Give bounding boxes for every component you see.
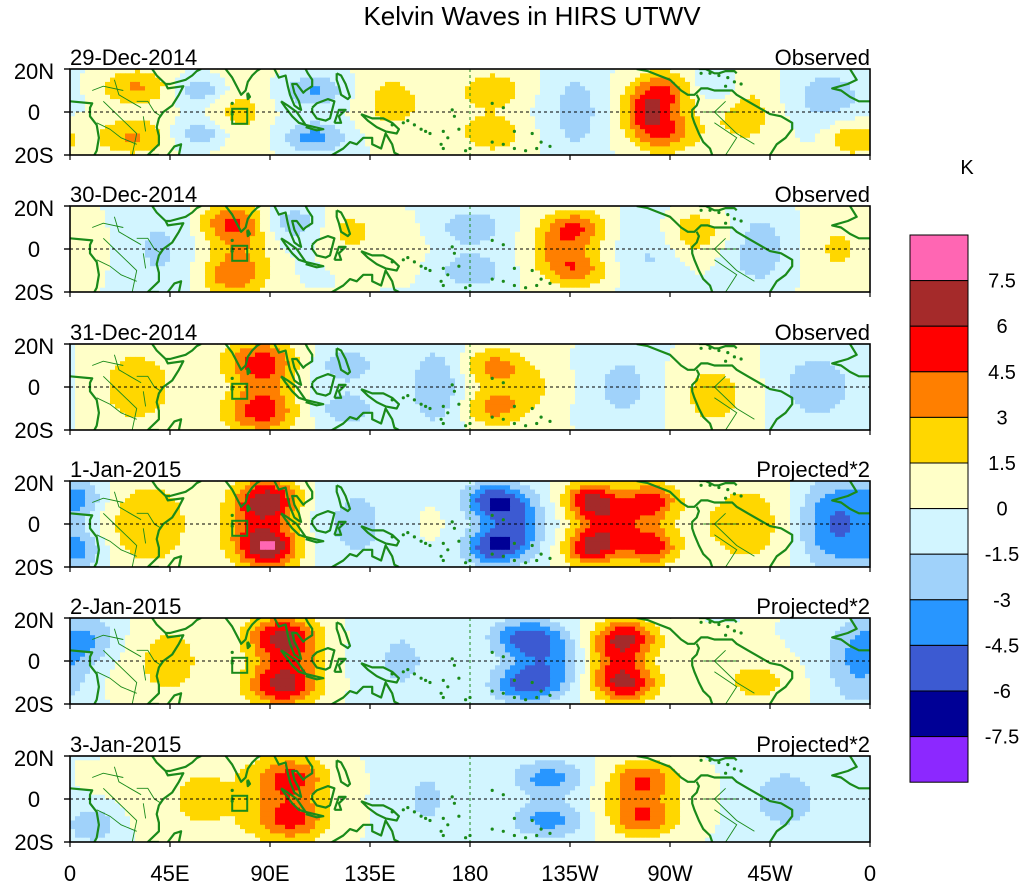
colorbar-swatch: [909, 599, 969, 646]
colorbar-level: -1.5: [985, 544, 1019, 566]
colorbar: K 7.5 6 4.5 3 1.5 0 -1.5 -3 -4.5 -6 -7.5: [909, 157, 1019, 783]
lat-label: 20N: [14, 746, 54, 771]
coastlines: [70, 618, 870, 704]
colorbar-swatch: [909, 644, 969, 692]
colorbar-swatch: [909, 234, 969, 282]
panel-date: 31-Dec-2014: [70, 320, 197, 345]
lat-label: 20S: [14, 692, 53, 717]
colorbar-level: 0: [996, 499, 1007, 521]
panel-5: 2-Jan-2015 Projected*2 20N 0 20S: [14, 594, 871, 717]
lon-label: 90W: [647, 861, 692, 886]
map-area: [64, 755, 871, 847]
lat-label: 20S: [14, 830, 53, 855]
colorbar-level: -4.5: [985, 635, 1019, 657]
colorbar-level: 1.5: [988, 453, 1016, 475]
panel-date: 29-Dec-2014: [70, 45, 197, 70]
lon-label: 45W: [747, 861, 792, 886]
lat-label: 20N: [14, 471, 54, 496]
panel-2: 30-Dec-2014 Observed 20N 0 20S: [14, 182, 871, 305]
panel-kind: Observed: [775, 182, 870, 207]
lon-label: 90E: [250, 861, 289, 886]
panel-kind: Projected*2: [756, 457, 870, 482]
panel-kind: Projected*2: [756, 594, 870, 619]
lat-label: 0: [28, 237, 40, 262]
map-area: [64, 617, 871, 709]
lon-label: 45E: [150, 861, 189, 886]
colorbar-level: 3: [996, 407, 1007, 429]
panel-date: 3-Jan-2015: [70, 732, 181, 757]
lon-label: 0: [64, 861, 76, 886]
reference-box: [231, 519, 249, 537]
colorbar-swatch: [909, 416, 969, 464]
colorbar-level: -3: [993, 590, 1011, 612]
longitude-axis: 0 45E 90E 135E 180 135W 90W 45W 0: [64, 861, 876, 886]
lat-label: 20S: [14, 555, 53, 580]
panel-kind: Observed: [775, 45, 870, 70]
lon-label: 0: [864, 861, 876, 886]
panel-date: 1-Jan-2015: [70, 457, 181, 482]
panel-4: 1-Jan-2015 Projected*2 20N 0 20S: [14, 457, 871, 580]
panel-3: 31-Dec-2014 Observed 20N 0 20S: [14, 320, 871, 443]
colorbar-unit: K: [960, 157, 974, 179]
lat-label: 20N: [14, 196, 54, 221]
lat-label: 20S: [14, 143, 53, 168]
colorbar-level: -6: [993, 681, 1011, 703]
map-area: [64, 205, 871, 297]
colorbar-level: -7.5: [985, 727, 1019, 749]
colorbar-level: 6: [996, 316, 1007, 338]
lat-label: 20S: [14, 418, 53, 443]
anomaly-field: [70, 481, 870, 567]
lon-label: 135E: [344, 861, 395, 886]
colorbar-swatch: [909, 736, 969, 783]
colorbar-swatch: [909, 690, 969, 738]
coastlines: [70, 206, 870, 292]
lat-label: 0: [28, 787, 40, 812]
lat-label: 0: [28, 100, 40, 125]
figure-title: Kelvin Waves in HIRS UTWV: [363, 1, 701, 31]
colorbar-level: 7.5: [988, 271, 1016, 293]
coastlines: [70, 481, 870, 567]
colorbar-swatch: [909, 280, 969, 327]
map-area: [64, 343, 871, 435]
panel-6: 3-Jan-2015 Projected*2 20N 0 20S: [14, 732, 871, 855]
reference-box: [231, 382, 249, 400]
colorbar-swatch: [909, 508, 969, 555]
lat-label: 20N: [14, 608, 54, 633]
colorbar-swatch: [909, 462, 969, 510]
lat-label: 0: [28, 375, 40, 400]
reference-box: [231, 656, 249, 674]
islands: [230, 758, 743, 840]
anomaly-field: [70, 344, 870, 430]
reference-box: [231, 244, 249, 262]
colorbar-swatch: [909, 325, 969, 373]
colorbar-swatch: [909, 553, 969, 601]
map-area: [64, 480, 871, 572]
coastlines: [70, 756, 870, 842]
anomaly-field: [70, 618, 870, 704]
panel-1: 29-Dec-2014 Observed 20N 0 20S: [14, 45, 871, 168]
map-area: [64, 68, 871, 160]
lon-label: 135W: [541, 861, 599, 886]
panel-date: 2-Jan-2015: [70, 594, 181, 619]
lat-label: 20N: [14, 334, 54, 359]
panels: 29-Dec-2014 Observed 20N 0 20S 30-Dec-2014 Obs…: [14, 45, 871, 855]
colorbar-swatch: [909, 371, 969, 418]
reference-box: [231, 794, 249, 812]
coastlines: [70, 69, 870, 155]
lat-label: 20S: [14, 280, 53, 305]
colorbar-level: 4.5: [988, 362, 1016, 384]
panel-kind: Projected*2: [756, 732, 870, 757]
lat-label: 20N: [14, 59, 54, 84]
lon-label: 180: [452, 861, 489, 886]
lat-label: 0: [28, 649, 40, 674]
reference-box: [231, 107, 249, 125]
lat-label: 0: [28, 512, 40, 537]
panel-date: 30-Dec-2014: [70, 182, 197, 207]
panel-kind: Observed: [775, 320, 870, 345]
